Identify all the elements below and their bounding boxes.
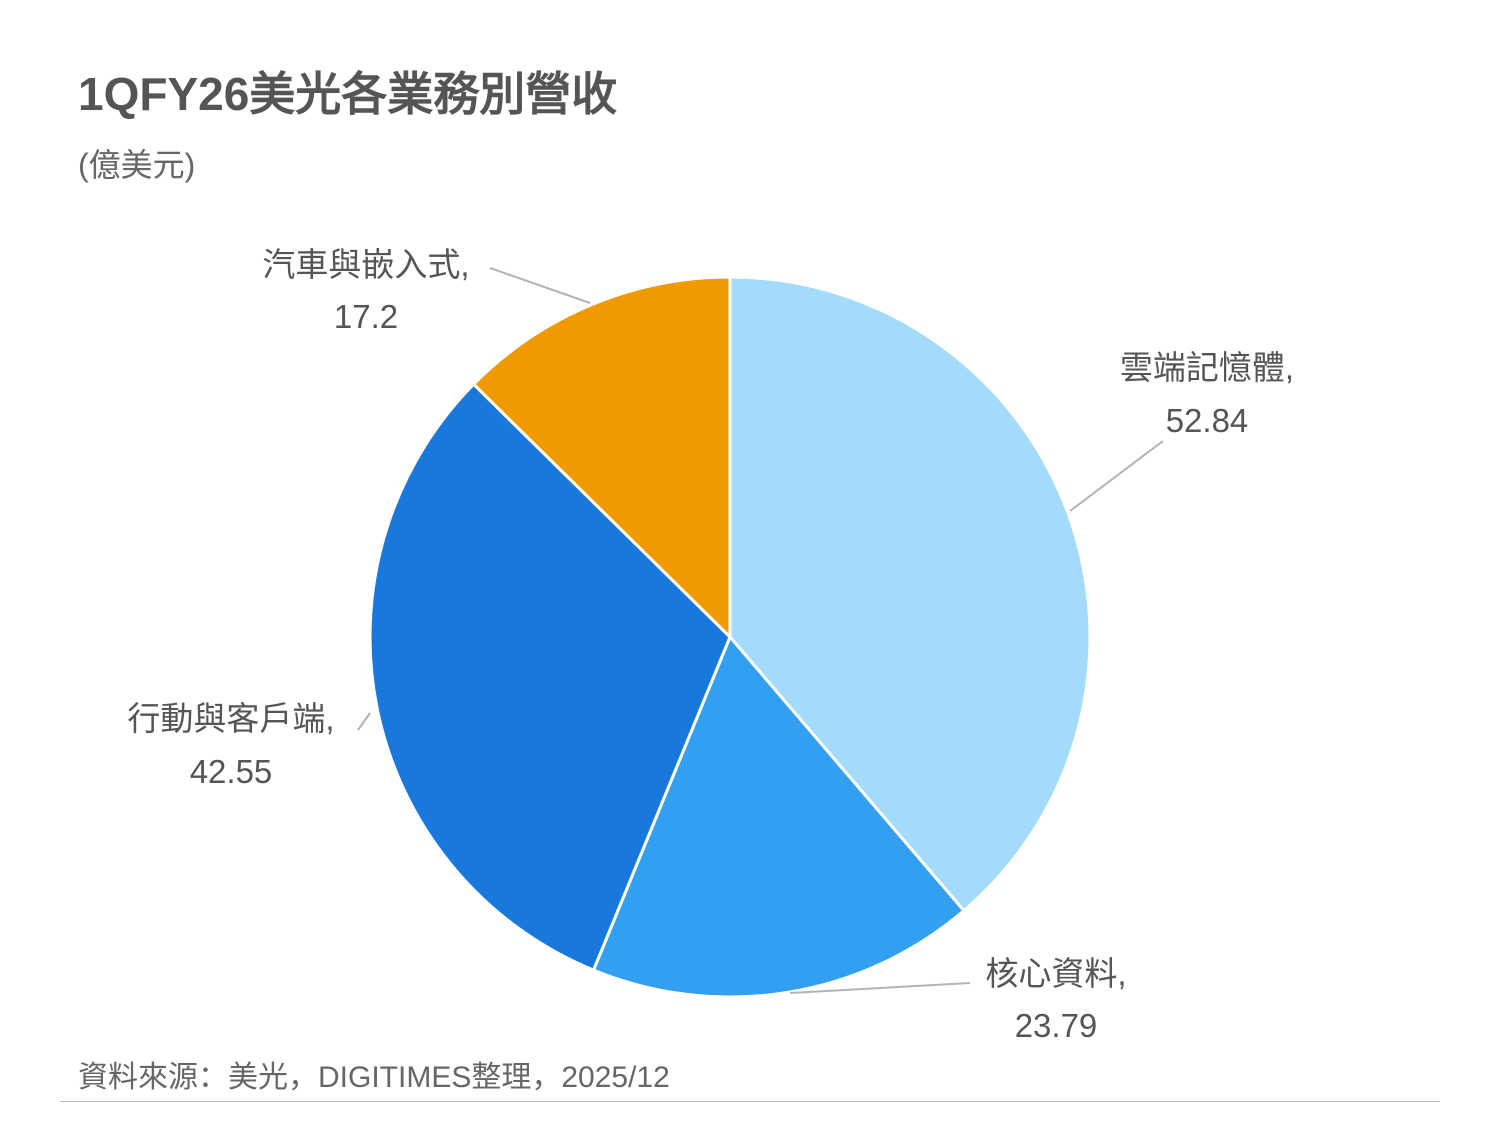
leader-lines [357, 267, 1164, 994]
slice-category-label: 雲端記憶體, [1120, 349, 1294, 386]
leader-line [357, 712, 371, 731]
slice-value-label: 52.84 [1166, 402, 1249, 439]
leader-line [1069, 440, 1164, 512]
slice-category-label: 汽車與嵌入式, [262, 246, 469, 283]
slice-category-label: 核心資料, [985, 955, 1126, 992]
slice-value-label: 23.79 [1015, 1007, 1098, 1044]
leader-line [489, 267, 591, 304]
pie-slice [368, 382, 732, 972]
slice-category-label: 行動與客戶端, [127, 700, 334, 737]
source-note: 資料來源：美光，DIGITIMES整理，2025/12 [78, 1061, 670, 1094]
slice-value-label: 42.55 [190, 753, 273, 790]
pie-slice [592, 635, 966, 999]
pie-slices [368, 275, 1092, 999]
chart-unit-label: (億美元) [78, 147, 196, 183]
chart-title: 1QFY26美光各業務別營收 [78, 68, 618, 120]
pie-slice [728, 275, 1092, 913]
slice-labels: 雲端記憶體, 52.84 核心資料, 23.79 行動與客戶端, 42.55 汽車與嵌入式,… [127, 246, 1294, 1044]
pie-slice [472, 275, 732, 639]
slice-value-label: 17.2 [334, 298, 398, 335]
bottom-divider [60, 1101, 1440, 1102]
leader-line [789, 982, 971, 994]
